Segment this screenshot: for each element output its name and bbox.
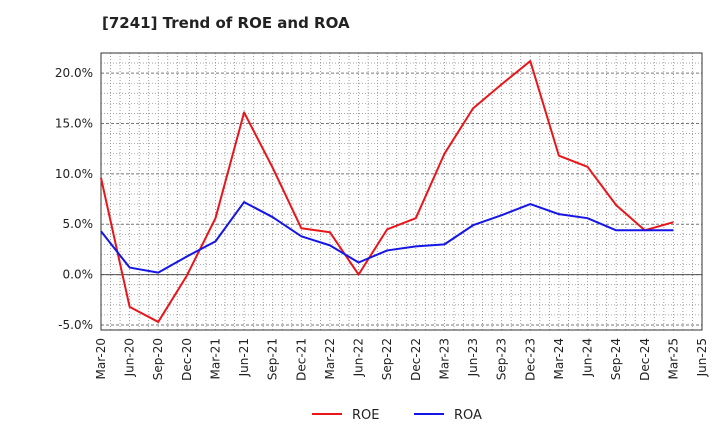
y-tick-label: 15.0% xyxy=(55,117,93,131)
x-tick-label: Dec-22 xyxy=(409,338,423,381)
x-tick-label: Mar-24 xyxy=(552,338,566,379)
x-tick-label: Jun-22 xyxy=(352,338,366,377)
y-tick-label: 0.0% xyxy=(63,268,94,282)
x-tick-label: Dec-20 xyxy=(180,338,194,381)
x-tick-label: Jun-21 xyxy=(237,338,251,377)
x-tick-label: Jun-24 xyxy=(581,338,595,377)
plot-border xyxy=(100,52,703,331)
x-tick-label: Mar-23 xyxy=(437,338,451,379)
y-tick-label: 10.0% xyxy=(55,167,93,181)
x-tick-label: Sep-23 xyxy=(495,338,509,380)
y-tick-label: 20.0% xyxy=(55,66,93,80)
x-tick-label: Jun-20 xyxy=(123,338,137,377)
y-tick-label: -5.0% xyxy=(58,318,93,332)
x-tick-label: Jun-25 xyxy=(695,338,709,377)
x-tick-label: Mar-22 xyxy=(323,338,337,379)
x-tick-label: Mar-21 xyxy=(208,338,222,379)
x-tick-label: Sep-22 xyxy=(380,338,394,380)
x-tick-label: Dec-24 xyxy=(638,338,652,381)
chart-title: [7241] Trend of ROE and ROA xyxy=(102,14,350,32)
y-tick-label: 5.0% xyxy=(63,217,94,231)
series-line-roe xyxy=(100,60,674,323)
x-tick-label: Sep-21 xyxy=(266,338,280,380)
x-tick-label: Dec-21 xyxy=(294,338,308,381)
series-line-roa xyxy=(100,201,674,274)
x-tick-label: Dec-23 xyxy=(523,338,537,381)
x-tick-label: Sep-20 xyxy=(151,338,165,380)
plot-area xyxy=(101,53,702,330)
x-tick-label: Mar-20 xyxy=(94,338,108,379)
x-tick-label: Sep-24 xyxy=(609,338,623,380)
legend-label-roe: ROE xyxy=(352,408,379,423)
x-tick-label: Jun-23 xyxy=(466,338,480,377)
x-tick-label: Mar-25 xyxy=(666,338,680,379)
legend-label-roa: ROA xyxy=(454,408,482,423)
